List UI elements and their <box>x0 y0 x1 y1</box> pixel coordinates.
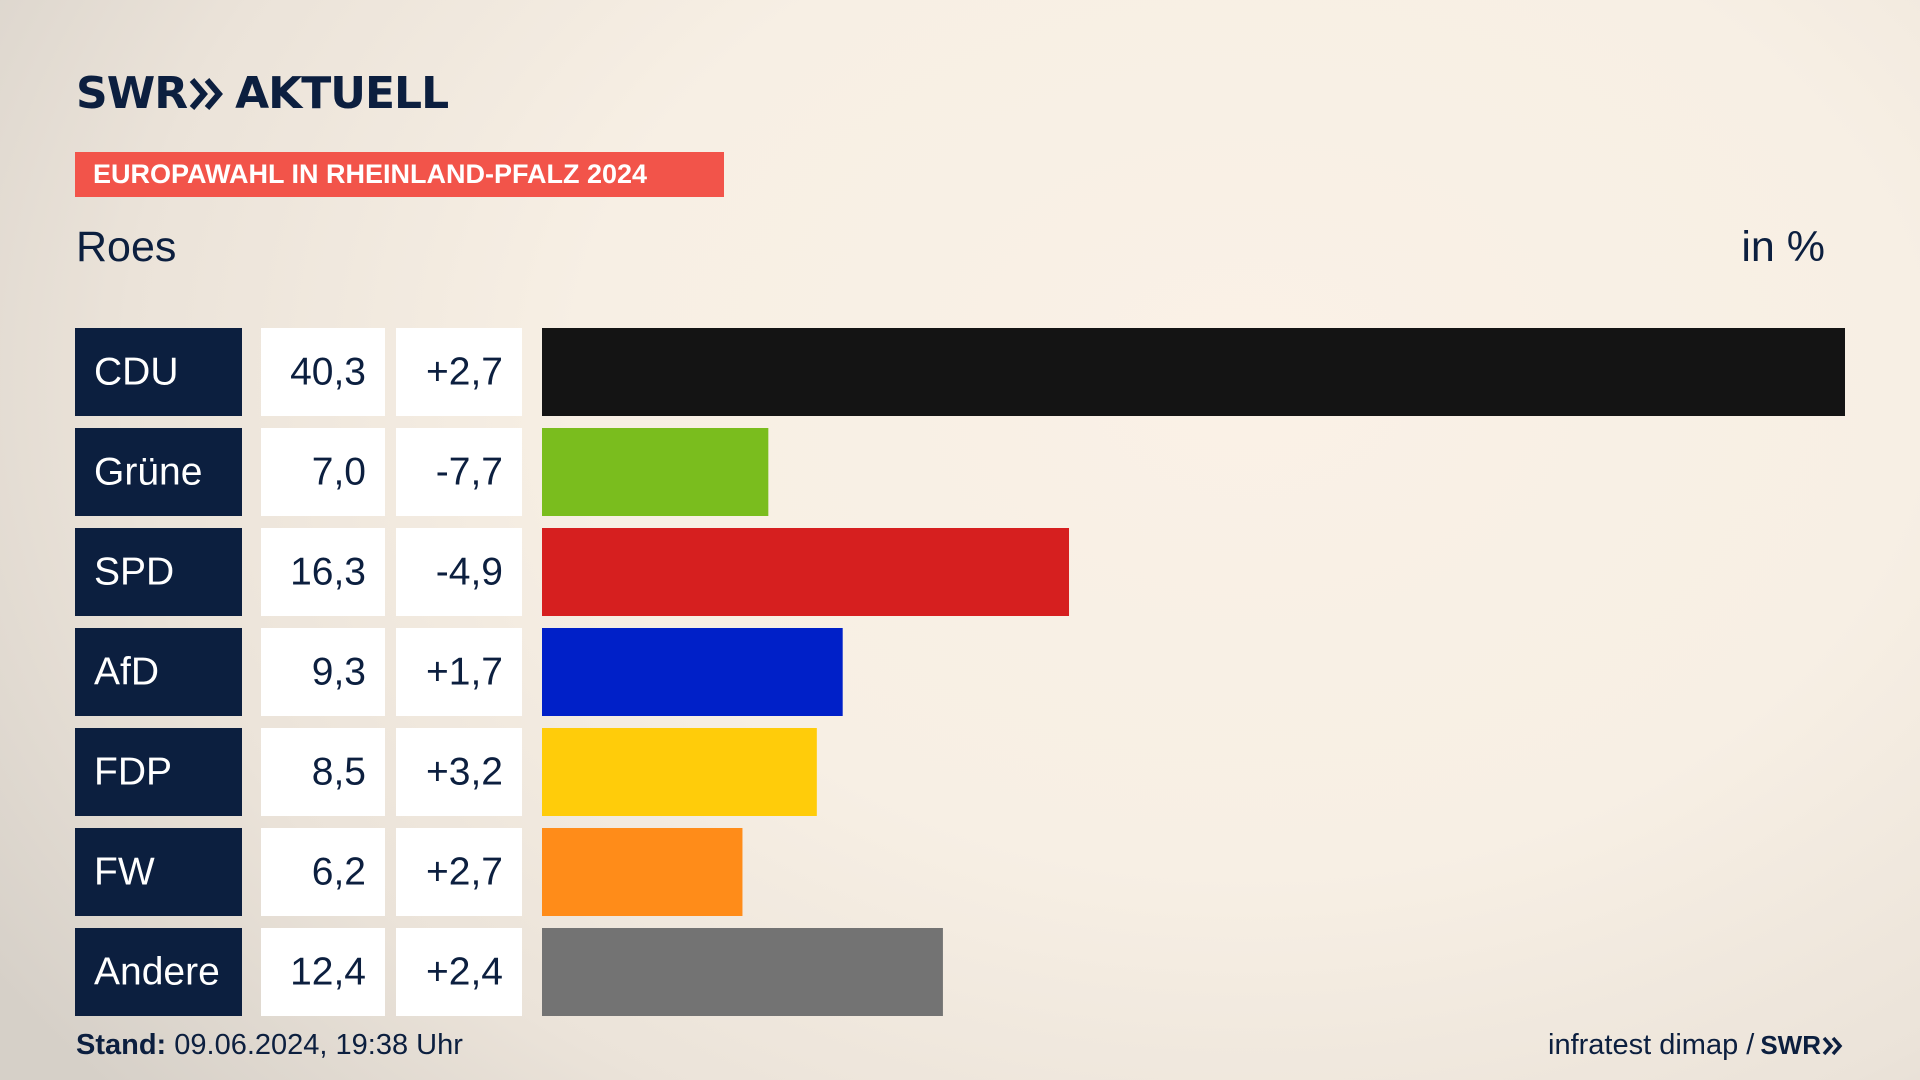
result-bar <box>542 928 943 1016</box>
value-label: 12,4 <box>290 951 366 994</box>
source-text: infratest dimap / <box>1548 1029 1755 1061</box>
region-title: Roes <box>76 223 177 271</box>
value-cell <box>261 928 385 1016</box>
party-label-box <box>75 428 242 516</box>
value-label: 7,0 <box>312 451 366 494</box>
party-label: AfD <box>94 651 159 694</box>
swr-aktuell-logo: SWR AKTUELL <box>76 68 449 119</box>
result-bar <box>542 728 817 816</box>
change-cell <box>396 528 522 616</box>
small-double-chevron-icon <box>1822 1036 1843 1055</box>
change-cell <box>396 428 522 516</box>
change-cell <box>396 928 522 1016</box>
change-label: +2,7 <box>426 351 503 394</box>
swr-small-logo: SWR <box>1760 1030 1844 1061</box>
election-badge: EUROPAWAHL IN RHEINLAND-PFALZ 2024 <box>75 152 724 197</box>
party-label-box <box>75 828 242 916</box>
value-label: 40,3 <box>290 351 366 394</box>
value-label: 6,2 <box>312 851 366 894</box>
value-cell <box>261 828 385 916</box>
party-label: Grüne <box>94 451 202 494</box>
party-label-box <box>75 528 242 616</box>
change-cell <box>396 728 522 816</box>
timestamp: Stand: 09.06.2024, 19:38 Uhr <box>76 1029 463 1062</box>
value-label: 8,5 <box>312 751 366 794</box>
change-label: +1,7 <box>426 651 503 694</box>
party-label-box <box>75 928 242 1016</box>
party-label: SPD <box>94 551 174 594</box>
result-bar <box>542 528 1070 616</box>
party-label-box <box>75 628 242 716</box>
value-cell <box>261 728 385 816</box>
party-label: FW <box>94 851 155 894</box>
double-chevron-icon <box>189 77 225 111</box>
stand-value: 09.06.2024, 19:38 Uhr <box>174 1029 463 1061</box>
change-label: +2,7 <box>426 851 503 894</box>
small-logo-text: SWR <box>1760 1030 1821 1060</box>
party-label: CDU <box>94 351 179 394</box>
change-cell <box>396 828 522 916</box>
unit-label: in % <box>1741 223 1825 271</box>
value-cell <box>261 328 385 416</box>
result-bar <box>542 428 769 516</box>
result-bar <box>542 328 1845 416</box>
value-label: 16,3 <box>290 551 366 594</box>
value-cell <box>261 628 385 716</box>
stand-label: Stand: <box>76 1029 167 1061</box>
logo-aktuell-text: AKTUELL <box>235 68 449 119</box>
change-cell <box>396 628 522 716</box>
change-label: -7,7 <box>436 451 503 494</box>
value-cell <box>261 528 385 616</box>
change-label: +3,2 <box>426 751 503 794</box>
source-credit: infratest dimap / SWR <box>1548 1029 1844 1062</box>
change-label: -4,9 <box>436 551 503 594</box>
result-bar <box>542 828 743 916</box>
logo-swr-text: SWR <box>76 68 188 119</box>
result-bar <box>542 628 843 716</box>
change-cell <box>396 328 522 416</box>
party-label-box <box>75 328 242 416</box>
change-label: +2,4 <box>426 951 503 994</box>
value-label: 9,3 <box>312 651 366 694</box>
party-label: FDP <box>94 751 172 794</box>
party-label-box <box>75 728 242 816</box>
value-cell <box>261 428 385 516</box>
party-label: Andere <box>94 951 220 994</box>
